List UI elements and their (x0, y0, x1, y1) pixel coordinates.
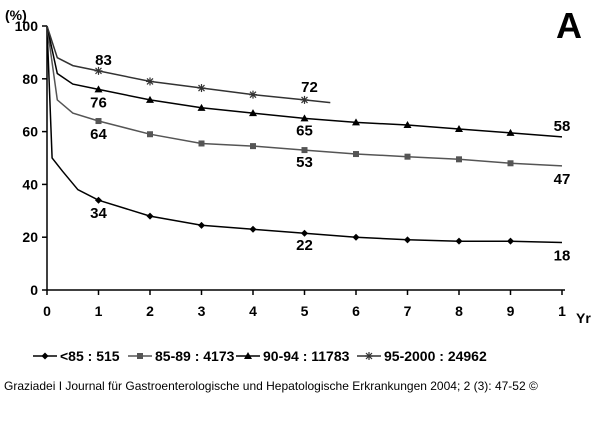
series-1-marker (301, 229, 308, 237)
series-1-marker (198, 221, 205, 229)
y-tick-label: 80 (22, 71, 38, 87)
data-label: 47 (554, 171, 571, 188)
y-tick-label: 40 (22, 176, 38, 192)
y-tick-label: 0 (30, 282, 38, 298)
legend-marker-3 (244, 352, 252, 359)
x-tick-label: 6 (352, 303, 360, 319)
y-tick-label: 20 (22, 229, 38, 245)
series-4-marker (146, 77, 154, 86)
data-label: 76 (90, 94, 107, 111)
series-4-marker (300, 95, 309, 104)
x-tick-label: 9 (507, 303, 515, 319)
series-1-marker (455, 237, 463, 245)
source-caption: Graziadei I Journal für Gastroenterologi… (4, 379, 538, 393)
series-2-marker (198, 140, 205, 147)
x-tick-label: 7 (404, 303, 412, 319)
series-3-marker (506, 128, 515, 136)
panel-label: A (556, 5, 582, 46)
legend-marker-4 (365, 352, 373, 360)
series-4-marker (94, 66, 103, 75)
series-3-marker (146, 95, 154, 103)
data-label: 53 (296, 154, 313, 171)
series-3-marker (455, 124, 463, 132)
legend-label-4: 95-2000 : 24962 (384, 348, 487, 364)
series-3-marker (249, 109, 257, 117)
data-label: 18 (554, 247, 571, 264)
y-ticks: 0 20 40 60 80 100 (15, 18, 47, 298)
data-labels: 34 22 18 64 53 47 76 65 58 83 72 (90, 52, 570, 265)
x-tick-label: 3 (198, 303, 206, 319)
data-label: 65 (296, 122, 313, 139)
x-unit-label: Yr (576, 310, 591, 326)
series-2-marker (456, 156, 462, 163)
legend-marker-2 (137, 353, 143, 359)
legend: <85 : 515 85-89 : 4173 90-94 : 11783 95-200… (33, 348, 487, 364)
series-3-marker (197, 103, 206, 111)
legend-label-2: 85-89 : 4173 (155, 348, 235, 364)
legend-label-1: <85 : 515 (60, 348, 120, 364)
series-2-marker (147, 131, 153, 138)
x-tick-label: 2 (146, 303, 154, 319)
series-2-marker (353, 151, 359, 158)
legend-label-3: 90-94 : 11783 (263, 348, 350, 364)
data-label: 58 (554, 118, 571, 135)
series-line-1 (46, 25, 563, 244)
x-tick-label: 0 (43, 303, 51, 319)
legend-marker-1 (41, 352, 49, 360)
series-3-marker (403, 121, 412, 128)
y-tick-label: 100 (15, 18, 39, 34)
series-3-marker (300, 114, 309, 122)
series-3-marker (94, 85, 103, 93)
series-2-marker (507, 160, 514, 167)
series-1-marker (352, 233, 360, 241)
series-1-marker (249, 225, 257, 233)
x-tick-label: 8 (455, 303, 463, 319)
x-ticks: 0 1 2 3 4 5 6 7 8 9 1 (43, 290, 566, 319)
series-2-marker (95, 118, 102, 125)
series-4-marker (249, 90, 257, 99)
series-1-marker (404, 236, 411, 244)
data-label: 64 (90, 126, 107, 143)
x-tick-label: 1 (95, 303, 103, 319)
data-label: 22 (296, 237, 313, 254)
series-4-marker (197, 84, 206, 93)
series-2-marker (404, 153, 411, 160)
data-label: 83 (95, 52, 112, 69)
y-tick-label: 60 (22, 124, 38, 140)
series-1-marker (507, 237, 514, 245)
series-3-marker (352, 118, 360, 126)
y-unit-label: (%) (5, 7, 27, 23)
series-2-marker (301, 147, 308, 154)
data-label: 34 (90, 205, 107, 222)
series-1-marker (95, 196, 102, 204)
series-line-4 (46, 25, 331, 104)
data-label: 72 (301, 79, 318, 96)
series-1-marker (146, 212, 154, 220)
x-tick-label: 1 (558, 303, 566, 319)
series-group (46, 25, 563, 245)
series-2-marker (250, 143, 256, 150)
x-tick-label: 4 (249, 303, 257, 319)
x-tick-label: 5 (301, 303, 309, 319)
